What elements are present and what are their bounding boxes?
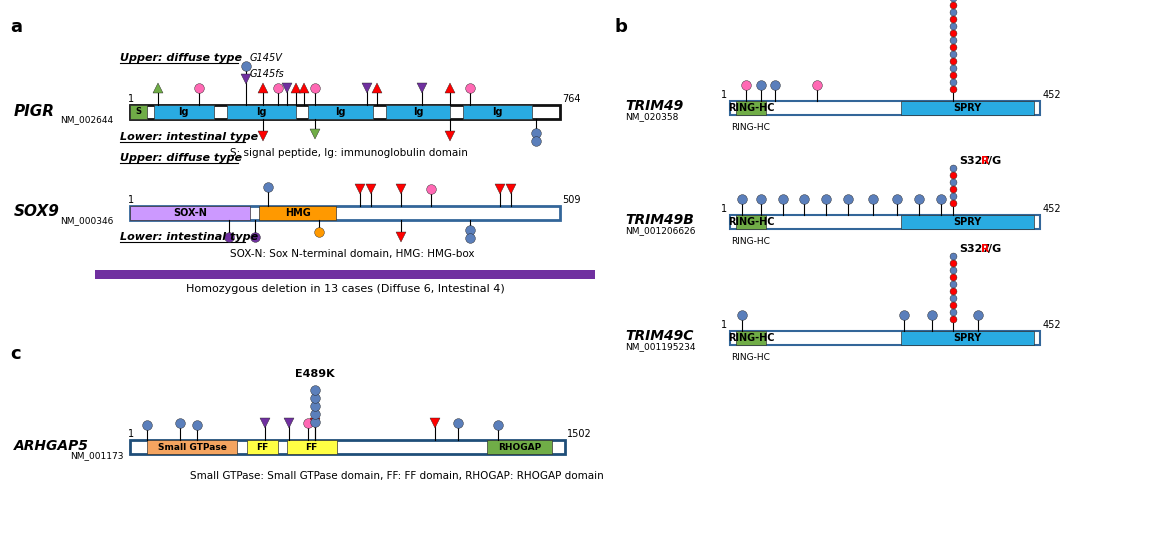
- Text: Ig: Ig: [256, 107, 267, 117]
- Text: Small GTPase: Small GTPase domain, FF: FF domain, RHOGAP: RHOGAP domain: Small GTPase: Small GTPase domain, FF: F…: [190, 471, 604, 481]
- Text: 1: 1: [128, 94, 134, 104]
- Bar: [130, 105, 148, 119]
- Text: NM_001173: NM_001173: [70, 451, 123, 461]
- Text: FF: FF: [256, 442, 269, 451]
- Text: c: c: [10, 345, 21, 363]
- Text: RING-HC: RING-HC: [728, 217, 774, 227]
- Text: SPRY: SPRY: [953, 217, 981, 227]
- Bar: [900, 215, 1034, 229]
- Text: HMG: HMG: [285, 208, 310, 218]
- Text: NM_001206626: NM_001206626: [625, 226, 696, 236]
- Text: 1: 1: [128, 195, 134, 205]
- Text: 1: 1: [721, 90, 727, 100]
- Text: SPRY: SPRY: [953, 333, 981, 343]
- Text: SOX9: SOX9: [14, 204, 60, 220]
- Text: Upper: diffuse type: Upper: diffuse type: [120, 153, 242, 163]
- Text: Upper: diffuse type: Upper: diffuse type: [120, 53, 242, 63]
- Text: S327: S327: [959, 244, 990, 254]
- Text: FF: FF: [306, 442, 317, 451]
- Text: Small GTPase: Small GTPase: [158, 442, 226, 451]
- Bar: [900, 101, 1034, 115]
- Text: G145fs: G145fs: [249, 69, 284, 79]
- Text: SOX-N: Sox N-terminal domain, HMG: HMG-box: SOX-N: Sox N-terminal domain, HMG: HMG-b…: [230, 249, 474, 259]
- Bar: [153, 105, 213, 119]
- Text: ARHGAP5: ARHGAP5: [14, 439, 89, 453]
- Text: Ig: Ig: [179, 107, 189, 117]
- Text: TRIM49B: TRIM49B: [625, 213, 694, 227]
- Bar: [730, 215, 1040, 229]
- Bar: [487, 440, 552, 454]
- Bar: [148, 440, 237, 454]
- Text: S: S: [136, 108, 142, 117]
- Bar: [130, 105, 560, 119]
- Bar: [736, 215, 765, 229]
- Text: a: a: [10, 18, 22, 36]
- Bar: [463, 105, 532, 119]
- Text: RING-HC: RING-HC: [732, 237, 771, 246]
- Text: R: R: [981, 244, 990, 254]
- Text: b: b: [614, 18, 627, 36]
- Text: NM_020358: NM_020358: [625, 112, 679, 122]
- Text: 452: 452: [1043, 204, 1062, 214]
- Text: 1: 1: [128, 429, 134, 439]
- Bar: [308, 105, 373, 119]
- Bar: [95, 270, 595, 279]
- Text: RING-HC: RING-HC: [732, 353, 771, 362]
- Text: SOX-N: SOX-N: [173, 208, 207, 218]
- Bar: [900, 331, 1034, 345]
- Bar: [247, 440, 278, 454]
- Text: Lower: intestinal type: Lower: intestinal type: [120, 232, 258, 242]
- Text: Homozygous deletion in 13 cases (Diffuse 6, Intestinal 4): Homozygous deletion in 13 cases (Diffuse…: [186, 284, 504, 294]
- Text: RING-HC: RING-HC: [728, 333, 774, 343]
- Text: G145V: G145V: [249, 53, 282, 63]
- Text: RING-HC: RING-HC: [732, 123, 771, 132]
- Bar: [130, 206, 560, 220]
- Bar: [385, 105, 450, 119]
- Text: 1502: 1502: [567, 429, 592, 439]
- Bar: [730, 331, 1040, 345]
- Text: NM_002644: NM_002644: [60, 116, 113, 124]
- Bar: [130, 206, 250, 220]
- Text: 509: 509: [562, 195, 580, 205]
- Text: NM_000346: NM_000346: [60, 216, 113, 225]
- Text: TRIM49C: TRIM49C: [625, 329, 694, 343]
- Text: S: signal peptide, Ig: immunoglobulin domain: S: signal peptide, Ig: immunoglobulin do…: [230, 148, 467, 158]
- Text: E489K: E489K: [295, 369, 335, 379]
- Text: S327: S327: [959, 156, 990, 166]
- Text: Lower: intestinal type: Lower: intestinal type: [120, 132, 258, 142]
- Bar: [736, 331, 765, 345]
- Text: Ig: Ig: [413, 107, 424, 117]
- Text: SPRY: SPRY: [953, 103, 981, 113]
- Text: R: R: [981, 156, 990, 166]
- Text: /G: /G: [988, 156, 1002, 166]
- Text: RING-HC: RING-HC: [728, 103, 774, 113]
- Bar: [286, 440, 337, 454]
- Text: 1: 1: [721, 204, 727, 214]
- Bar: [130, 440, 565, 454]
- Text: TRIM49: TRIM49: [625, 99, 683, 113]
- Text: /G: /G: [988, 244, 1002, 254]
- Bar: [730, 101, 1040, 115]
- Text: Ig: Ig: [493, 107, 503, 117]
- Text: 452: 452: [1043, 90, 1062, 100]
- Text: PIGR: PIGR: [14, 103, 55, 118]
- Text: Ig: Ig: [336, 107, 346, 117]
- Text: 764: 764: [562, 94, 580, 104]
- Text: NM_001195234: NM_001195234: [625, 343, 696, 351]
- Text: 452: 452: [1043, 320, 1062, 330]
- Text: 1: 1: [721, 320, 727, 330]
- Bar: [736, 101, 765, 115]
- Bar: [226, 105, 295, 119]
- Bar: [258, 206, 337, 220]
- Text: RHOGAP: RHOGAP: [497, 442, 541, 451]
